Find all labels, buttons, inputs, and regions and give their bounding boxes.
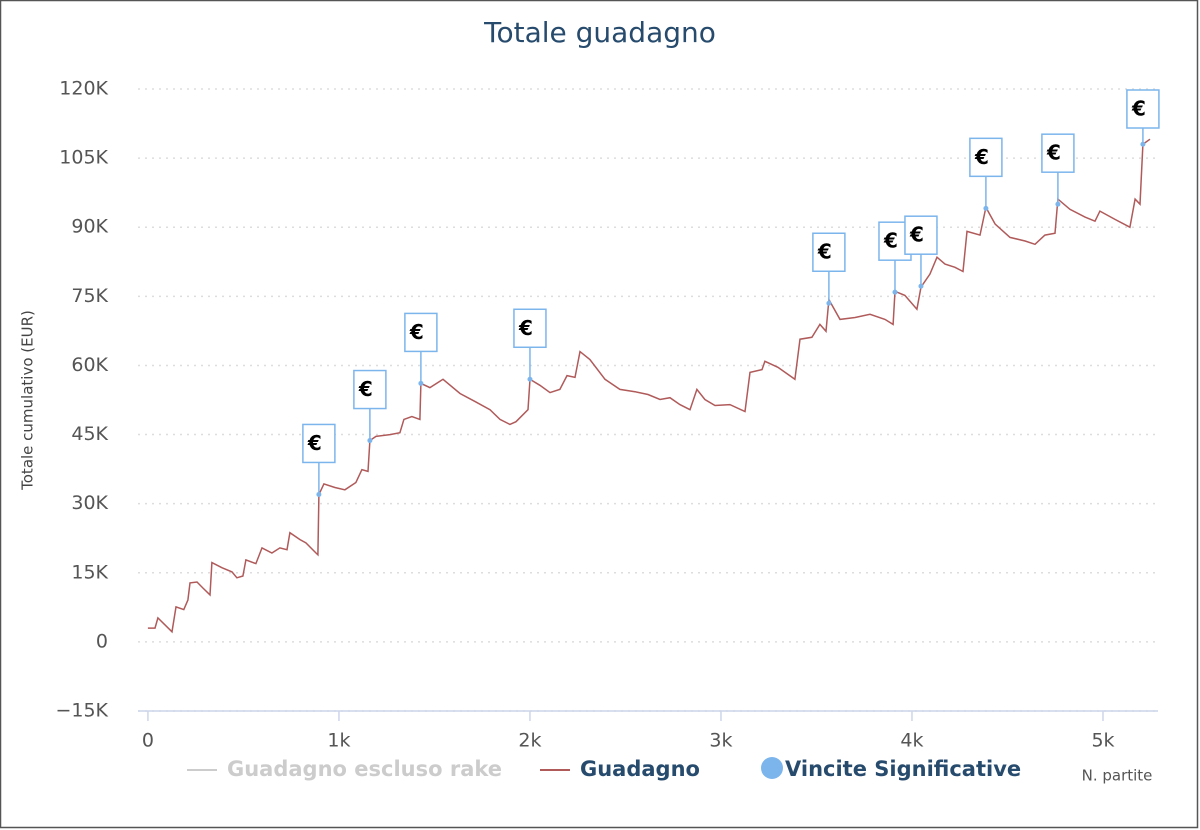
- x-tick-label: 4k: [900, 730, 923, 752]
- flag-label: €: [358, 377, 373, 401]
- point: [1055, 201, 1061, 207]
- point: [892, 289, 898, 295]
- legend-item[interactable]: Vincite Significative: [761, 757, 1021, 781]
- flag-label: €: [1131, 97, 1146, 121]
- y-tick-label: 90K: [71, 216, 108, 238]
- y-tick-label: −15K: [55, 700, 108, 722]
- legend-symbol: [761, 757, 783, 779]
- y-tick-label: 75K: [71, 285, 108, 307]
- flag-label: €: [883, 229, 898, 253]
- flag-box: [353, 369, 387, 410]
- y-tick-label: 0: [96, 630, 108, 652]
- flag-box: [1041, 133, 1075, 173]
- flag-box: [513, 308, 547, 349]
- flag-label: €: [518, 316, 533, 340]
- x-tick-label: 5k: [1091, 730, 1114, 752]
- y-axis-title: Totale cumulativo (EUR): [19, 310, 37, 491]
- flag-box: [812, 232, 846, 272]
- legend-item[interactable]: Guadagno: [540, 757, 700, 781]
- point: [527, 376, 533, 382]
- y-tick-label: 30K: [71, 492, 108, 514]
- flag-label: €: [409, 320, 424, 344]
- flag-label: €: [1046, 141, 1061, 165]
- legend-label: Guadagno escluso rake: [227, 757, 502, 781]
- legend-label: Vincite Significative: [785, 757, 1021, 781]
- point: [1140, 141, 1146, 147]
- x-tick-label: 0: [142, 730, 154, 752]
- x-axis-title: N. partite: [1082, 767, 1153, 785]
- y-tick-label: 45K: [71, 423, 108, 445]
- line-series: [147, 138, 1151, 634]
- point: [918, 283, 924, 289]
- legend-label: Guadagno: [580, 757, 700, 781]
- flag-box: [1126, 89, 1160, 129]
- x-tick-label: 1k: [327, 730, 350, 752]
- y-tick-label: 120K: [59, 78, 108, 100]
- flag-label: €: [817, 240, 832, 264]
- flag-box: [904, 215, 938, 255]
- point: [316, 491, 322, 497]
- y-tick-label: 105K: [59, 147, 108, 169]
- point: [983, 205, 989, 211]
- point: [826, 300, 832, 306]
- y-tick-label: 60K: [71, 354, 108, 376]
- flag-label: €: [307, 431, 322, 455]
- point: [367, 438, 373, 444]
- x-tick-label: 2k: [518, 730, 541, 752]
- chart-title: Totale guadagno: [483, 16, 716, 49]
- y-tick-label: 15K: [71, 561, 108, 583]
- legend-item[interactable]: Guadagno escluso rake: [187, 757, 502, 781]
- flag-box: [404, 312, 438, 353]
- flag-label: €: [909, 223, 924, 247]
- x-tick-label: 3k: [709, 730, 732, 752]
- flag-box: [969, 137, 1003, 178]
- flag-label: €: [974, 145, 989, 169]
- flag-box: [302, 423, 336, 464]
- point: [418, 380, 424, 386]
